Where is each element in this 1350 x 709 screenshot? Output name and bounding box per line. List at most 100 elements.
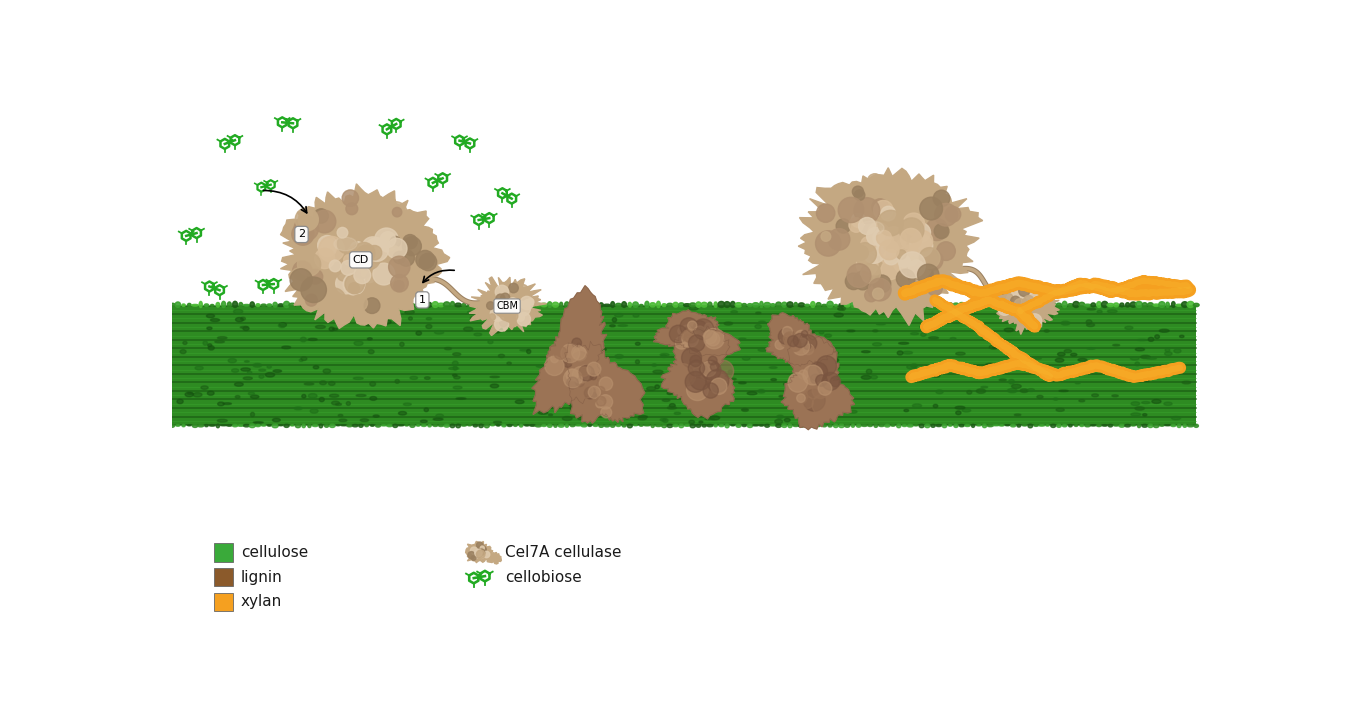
Circle shape (838, 197, 864, 223)
Circle shape (876, 230, 891, 245)
Circle shape (495, 305, 504, 312)
Ellipse shape (248, 392, 254, 395)
Ellipse shape (552, 302, 559, 307)
Ellipse shape (1022, 303, 1027, 307)
Circle shape (504, 298, 513, 307)
Circle shape (520, 296, 533, 310)
Ellipse shape (639, 415, 648, 418)
Circle shape (1031, 291, 1045, 305)
Ellipse shape (204, 304, 209, 306)
Ellipse shape (587, 303, 593, 307)
Ellipse shape (1091, 425, 1096, 426)
Circle shape (703, 383, 718, 398)
Ellipse shape (976, 425, 981, 426)
Ellipse shape (400, 342, 404, 347)
Ellipse shape (672, 302, 678, 307)
Circle shape (338, 269, 350, 281)
Ellipse shape (593, 425, 598, 426)
Ellipse shape (726, 378, 736, 380)
Ellipse shape (1021, 389, 1029, 393)
Ellipse shape (1148, 303, 1153, 307)
Ellipse shape (266, 373, 274, 377)
Circle shape (315, 249, 335, 269)
Ellipse shape (273, 418, 281, 422)
Ellipse shape (267, 425, 271, 426)
Ellipse shape (884, 425, 890, 427)
Ellipse shape (1138, 424, 1141, 428)
Text: cellobiose: cellobiose (505, 569, 582, 585)
Circle shape (867, 276, 884, 294)
Ellipse shape (667, 392, 672, 394)
Circle shape (500, 308, 509, 318)
Circle shape (346, 203, 358, 215)
Ellipse shape (1006, 425, 1010, 426)
Ellipse shape (452, 353, 460, 356)
Ellipse shape (207, 314, 215, 318)
Ellipse shape (243, 326, 250, 330)
Ellipse shape (755, 325, 761, 328)
Ellipse shape (387, 303, 392, 307)
Ellipse shape (227, 425, 232, 426)
Ellipse shape (941, 308, 950, 311)
Ellipse shape (633, 302, 639, 307)
Ellipse shape (1107, 303, 1114, 307)
Circle shape (699, 365, 707, 374)
Ellipse shape (491, 329, 501, 333)
Circle shape (802, 330, 807, 337)
Ellipse shape (645, 301, 649, 308)
Circle shape (845, 273, 861, 289)
Ellipse shape (570, 406, 579, 411)
Ellipse shape (262, 425, 266, 426)
Ellipse shape (779, 396, 783, 397)
Ellipse shape (987, 303, 994, 307)
Circle shape (694, 320, 706, 333)
Circle shape (872, 199, 888, 215)
Ellipse shape (516, 400, 524, 403)
Ellipse shape (414, 304, 421, 306)
Circle shape (516, 284, 528, 296)
Ellipse shape (919, 326, 929, 328)
Ellipse shape (474, 425, 478, 427)
Ellipse shape (541, 303, 547, 307)
Circle shape (863, 240, 886, 263)
Ellipse shape (1148, 337, 1154, 342)
Ellipse shape (856, 304, 861, 306)
Ellipse shape (769, 425, 776, 426)
Ellipse shape (856, 424, 861, 428)
Circle shape (898, 255, 910, 267)
Circle shape (853, 277, 864, 286)
Ellipse shape (1131, 425, 1135, 426)
Ellipse shape (879, 425, 884, 427)
Ellipse shape (1058, 390, 1068, 391)
Circle shape (1022, 298, 1034, 309)
Circle shape (294, 216, 319, 241)
Circle shape (907, 255, 931, 279)
Circle shape (362, 245, 374, 257)
Ellipse shape (259, 369, 266, 372)
Ellipse shape (474, 333, 482, 336)
Circle shape (910, 234, 933, 257)
Circle shape (686, 372, 706, 392)
Ellipse shape (1138, 339, 1146, 341)
Ellipse shape (319, 398, 324, 402)
Ellipse shape (194, 366, 202, 370)
Ellipse shape (452, 374, 458, 376)
Ellipse shape (333, 238, 356, 251)
Circle shape (806, 384, 821, 398)
Ellipse shape (267, 304, 271, 306)
Ellipse shape (690, 307, 698, 310)
Ellipse shape (848, 396, 852, 400)
Circle shape (1027, 314, 1042, 328)
Circle shape (1025, 285, 1040, 300)
Ellipse shape (832, 352, 838, 354)
Ellipse shape (879, 309, 883, 311)
Circle shape (1041, 292, 1054, 306)
Ellipse shape (485, 424, 489, 428)
Ellipse shape (633, 314, 639, 317)
Ellipse shape (251, 395, 259, 398)
Polygon shape (468, 277, 547, 335)
Ellipse shape (1085, 425, 1091, 427)
Circle shape (672, 364, 694, 385)
Circle shape (680, 318, 698, 335)
Circle shape (903, 213, 925, 235)
